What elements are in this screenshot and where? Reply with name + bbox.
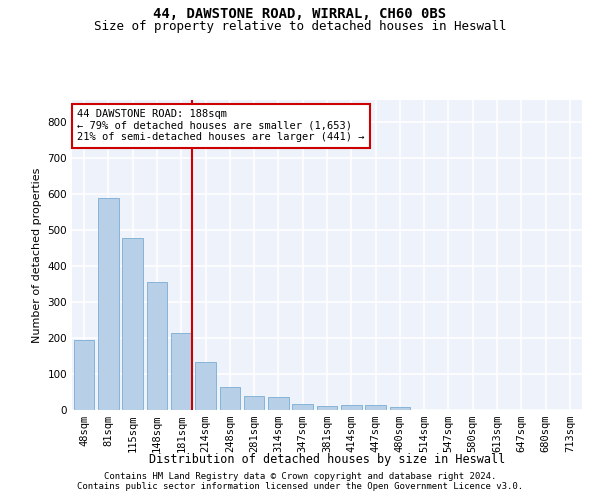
Bar xyxy=(341,406,362,410)
Bar xyxy=(292,404,313,410)
Text: Size of property relative to detached houses in Heswall: Size of property relative to detached ho… xyxy=(94,20,506,33)
Text: Contains public sector information licensed under the Open Government Licence v3: Contains public sector information licen… xyxy=(77,482,523,491)
Bar xyxy=(389,407,410,410)
Y-axis label: Number of detached properties: Number of detached properties xyxy=(32,168,42,342)
Text: 44 DAWSTONE ROAD: 188sqm
← 79% of detached houses are smaller (1,653)
21% of sem: 44 DAWSTONE ROAD: 188sqm ← 79% of detach… xyxy=(77,110,365,142)
Bar xyxy=(268,398,289,410)
Text: 44, DAWSTONE ROAD, WIRRAL, CH60 0BS: 44, DAWSTONE ROAD, WIRRAL, CH60 0BS xyxy=(154,8,446,22)
Bar xyxy=(220,388,240,410)
Bar xyxy=(317,406,337,410)
Bar xyxy=(98,198,119,410)
Text: Contains HM Land Registry data © Crown copyright and database right 2024.: Contains HM Land Registry data © Crown c… xyxy=(104,472,496,481)
Bar xyxy=(195,362,216,410)
Bar xyxy=(74,340,94,410)
Bar xyxy=(365,406,386,410)
Bar xyxy=(244,396,265,410)
Bar xyxy=(171,332,191,410)
Bar xyxy=(146,282,167,410)
Bar xyxy=(122,238,143,410)
Text: Distribution of detached houses by size in Heswall: Distribution of detached houses by size … xyxy=(149,452,505,466)
